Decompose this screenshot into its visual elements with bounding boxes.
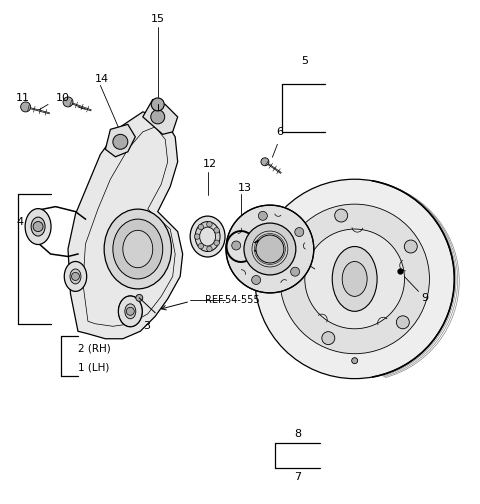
Circle shape: [151, 110, 165, 124]
Ellipse shape: [280, 204, 430, 354]
Circle shape: [126, 307, 134, 316]
Text: 8: 8: [294, 429, 301, 439]
Ellipse shape: [113, 219, 163, 279]
Text: 15: 15: [151, 14, 165, 24]
Text: 11: 11: [16, 93, 30, 103]
Text: 5: 5: [301, 55, 308, 66]
Polygon shape: [106, 124, 135, 157]
Circle shape: [136, 294, 143, 301]
Circle shape: [352, 358, 358, 364]
Circle shape: [404, 240, 417, 253]
Text: 14: 14: [95, 74, 108, 84]
Circle shape: [21, 102, 31, 112]
Ellipse shape: [125, 304, 136, 319]
Circle shape: [335, 209, 348, 222]
Ellipse shape: [70, 269, 81, 284]
Circle shape: [284, 266, 297, 279]
Circle shape: [232, 241, 240, 250]
Ellipse shape: [342, 262, 367, 296]
Ellipse shape: [31, 217, 45, 236]
Text: 1 (LH): 1 (LH): [78, 363, 109, 372]
Circle shape: [295, 228, 304, 236]
Text: 7: 7: [294, 472, 301, 482]
Circle shape: [33, 222, 43, 231]
Ellipse shape: [200, 227, 216, 246]
Text: 13: 13: [238, 183, 252, 193]
Circle shape: [290, 267, 300, 276]
Ellipse shape: [119, 296, 142, 327]
Circle shape: [198, 224, 204, 230]
Circle shape: [151, 98, 164, 111]
Text: 12: 12: [203, 159, 217, 169]
Text: 3: 3: [143, 321, 150, 331]
Ellipse shape: [64, 262, 87, 291]
Polygon shape: [143, 99, 178, 135]
Circle shape: [63, 97, 73, 107]
Circle shape: [252, 276, 261, 284]
Circle shape: [113, 135, 128, 149]
Ellipse shape: [25, 209, 51, 244]
Ellipse shape: [305, 229, 405, 329]
Circle shape: [256, 235, 284, 263]
Circle shape: [261, 158, 269, 166]
Circle shape: [194, 234, 200, 239]
Circle shape: [258, 211, 267, 220]
Circle shape: [207, 246, 212, 251]
Circle shape: [396, 316, 409, 329]
Ellipse shape: [190, 216, 225, 257]
Ellipse shape: [195, 222, 220, 251]
Circle shape: [198, 243, 204, 249]
Text: 2 (RH): 2 (RH): [78, 344, 111, 354]
Circle shape: [207, 222, 212, 227]
Ellipse shape: [123, 230, 153, 268]
Circle shape: [214, 240, 219, 245]
Text: REF.54-555: REF.54-555: [205, 295, 260, 305]
Text: 6: 6: [276, 127, 283, 137]
Text: 10: 10: [56, 93, 70, 103]
Circle shape: [72, 273, 80, 280]
Ellipse shape: [104, 209, 171, 289]
Circle shape: [214, 228, 219, 233]
Circle shape: [322, 332, 335, 345]
Circle shape: [244, 223, 296, 275]
Text: 4: 4: [16, 217, 23, 227]
Polygon shape: [68, 112, 183, 339]
Ellipse shape: [255, 179, 455, 379]
Circle shape: [226, 205, 314, 293]
Ellipse shape: [332, 246, 377, 311]
Text: 9: 9: [421, 293, 428, 303]
